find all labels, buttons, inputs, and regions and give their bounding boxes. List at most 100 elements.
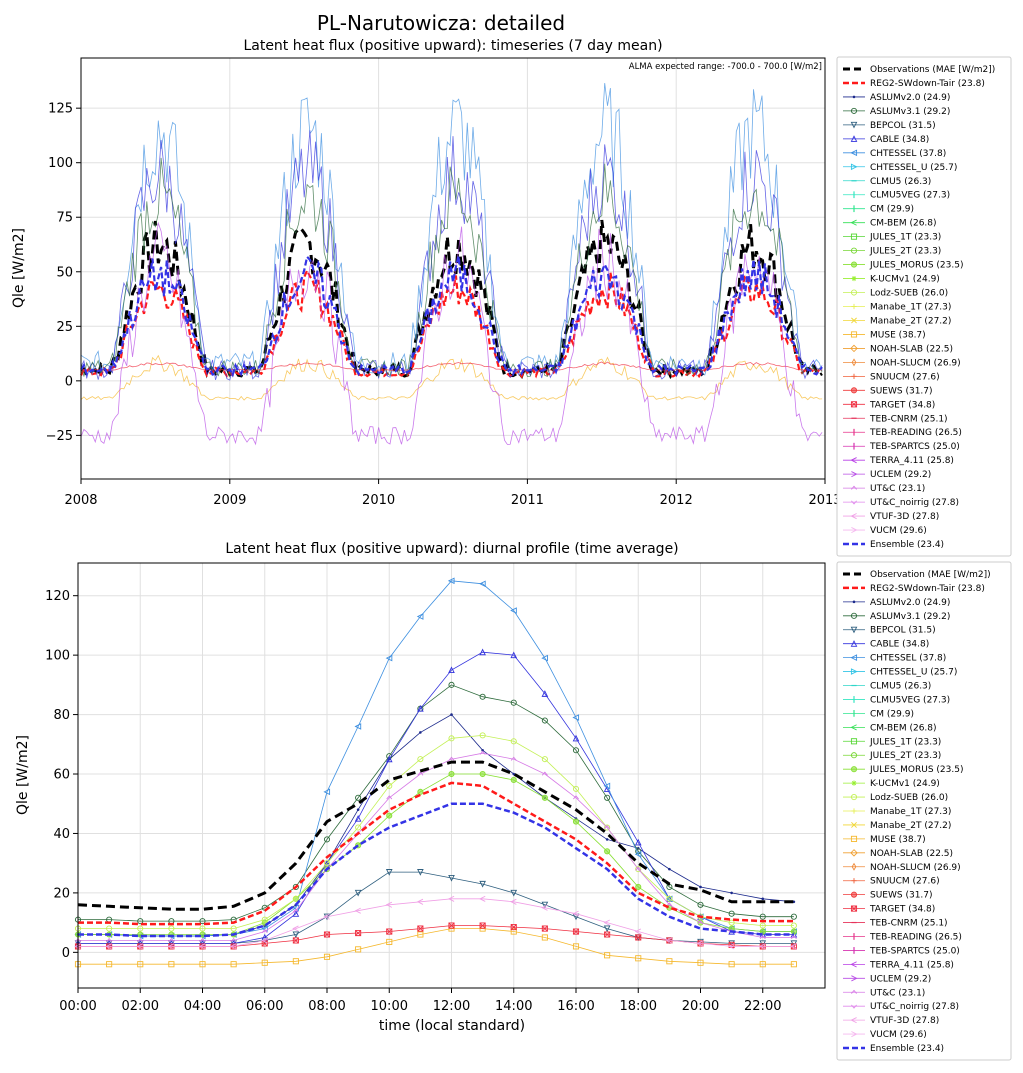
legend-label: REG2-SWdown-Tair (23.8) [870,584,985,594]
diurnal-data-point [137,925,144,932]
legend-marker [851,275,857,282]
diurnal-data-point [728,919,735,926]
diurnal-data-point [541,690,549,697]
diurnal-data-point [417,705,424,712]
legend-marker [851,303,857,310]
diurnal-data-point [634,928,642,935]
diurnal-data-point [230,943,237,950]
diurnal-data-point [479,580,486,588]
legend-label: TEB-CNRM (25.1) [869,414,948,424]
legend-label: CABLE (34.8) [870,640,929,650]
diurnal-data-point [323,953,331,960]
diurnal-data-point [604,824,611,830]
diurnal-data-point [696,940,704,947]
diurnal-data-point [417,788,424,795]
legend-label: BEPCOL (31.5) [870,626,936,636]
diurnal-x-tick-label: 12:00 [433,999,470,1014]
diurnal-data-point [417,771,424,776]
legend-marker [850,121,858,129]
diurnal-data-point [292,925,299,932]
timeseries-series-line [80,354,823,401]
timeseries-y-tick-label: 125 [48,102,73,117]
legend-frame [836,56,1012,557]
diurnal-data-point [292,910,300,917]
diurnal-data-point [323,931,331,938]
diurnal-series-line [78,651,794,944]
legend-label: Lodz-SUEB (26.0) [870,793,948,803]
diurnal-x-tick-label: 18:00 [620,999,657,1014]
diurnal-data-point [541,794,548,801]
diurnal-series-line [77,760,794,911]
diurnal-x-tick-label: 00:00 [59,999,96,1014]
legend-label: CHTESSEL_U (25.7) [870,163,957,173]
legend-marker [851,822,857,828]
legend-label: CM-BEM (26.8) [870,219,937,229]
diurnal-data-point [356,808,360,811]
legend-marker [851,485,857,490]
legend-marker [852,95,856,99]
legend-label: UT&C_noirrig (27.8) [870,498,959,508]
diurnal-data-point [168,937,175,943]
diurnal-data-point [479,895,486,902]
diurnal-data-point [635,955,642,962]
diurnal-data-point [541,654,548,662]
legend-marker [851,527,858,534]
diurnal-data-point [419,731,422,734]
diurnal-data-point [728,961,735,968]
diurnal-data-point [199,918,206,925]
legend-marker [850,668,858,675]
diurnal-data-point [635,883,642,891]
diurnal-data-point [385,654,393,662]
diurnal-data-point [230,961,237,968]
diurnal-data-point [604,931,611,938]
legend-marker [850,135,858,142]
legend-marker [850,331,858,338]
legend-marker [850,233,858,240]
diurnal-data-point [355,946,362,953]
diurnal-data-point [572,818,580,825]
diurnal-data-point [790,943,797,950]
legend-label: CLMU5 (26.3) [870,177,931,187]
diurnal-plot: Latent heat flux (positive upward): diur… [15,541,826,1034]
legend-label: TARGET (34.8) [869,905,935,915]
diurnal-y-tick-label: 20 [53,886,70,901]
diurnal-data-point [697,920,704,925]
diurnal-x-tick-label: 16:00 [557,999,594,1014]
diurnal-data-point [697,959,704,966]
legend-marker [850,626,858,634]
legend-label: TEB-CNRM (25.1) [869,919,948,929]
diurnal-data-point [541,925,548,932]
diurnal-data-point [572,943,580,950]
timeseries-x-tick-label: 2008 [64,493,97,508]
legend-marker [851,471,858,478]
legend-marker [851,500,857,505]
legend-marker [850,1017,857,1024]
legend-marker [850,961,857,968]
diurnal-data-point [604,848,611,855]
diurnal-x-tick-label: 06:00 [246,999,283,1014]
legend-label: MUSE (38.7) [870,835,926,845]
legend-label: CLMU5VEG (27.3) [870,191,950,201]
diurnal-data-point [261,937,268,944]
diurnal-data-point [666,895,673,902]
diurnal-data-point [699,885,702,889]
diurnal-data-point [665,937,673,944]
diurnal-data-point [292,895,299,902]
diurnal-y-tick-label: 60 [53,768,70,783]
diurnal-series-line [78,802,794,938]
diurnal-data-point [261,916,268,923]
diurnal-y-axis-label: Qle [W/m2] [15,735,31,815]
diurnal-data-point [447,895,455,902]
diurnal-data-point [541,717,548,724]
diurnal-data-point [604,794,611,801]
diurnal-data-point [512,772,516,776]
diurnal-data-point [481,748,484,752]
diurnal-data-point [106,937,113,943]
diurnal-data-point [479,693,486,700]
diurnal-data-point [759,943,766,950]
timeseries-y-axis-label: Qle [W/m2] [11,228,27,308]
diurnal-data-point [261,929,268,934]
legend-label: VUCM (29.6) [870,1030,927,1040]
diurnal-data-point [634,838,642,846]
legend-marker [850,401,858,408]
